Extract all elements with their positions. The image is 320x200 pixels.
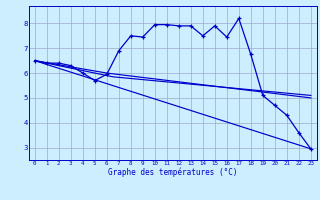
X-axis label: Graphe des températures (°C): Graphe des températures (°C)	[108, 167, 237, 177]
